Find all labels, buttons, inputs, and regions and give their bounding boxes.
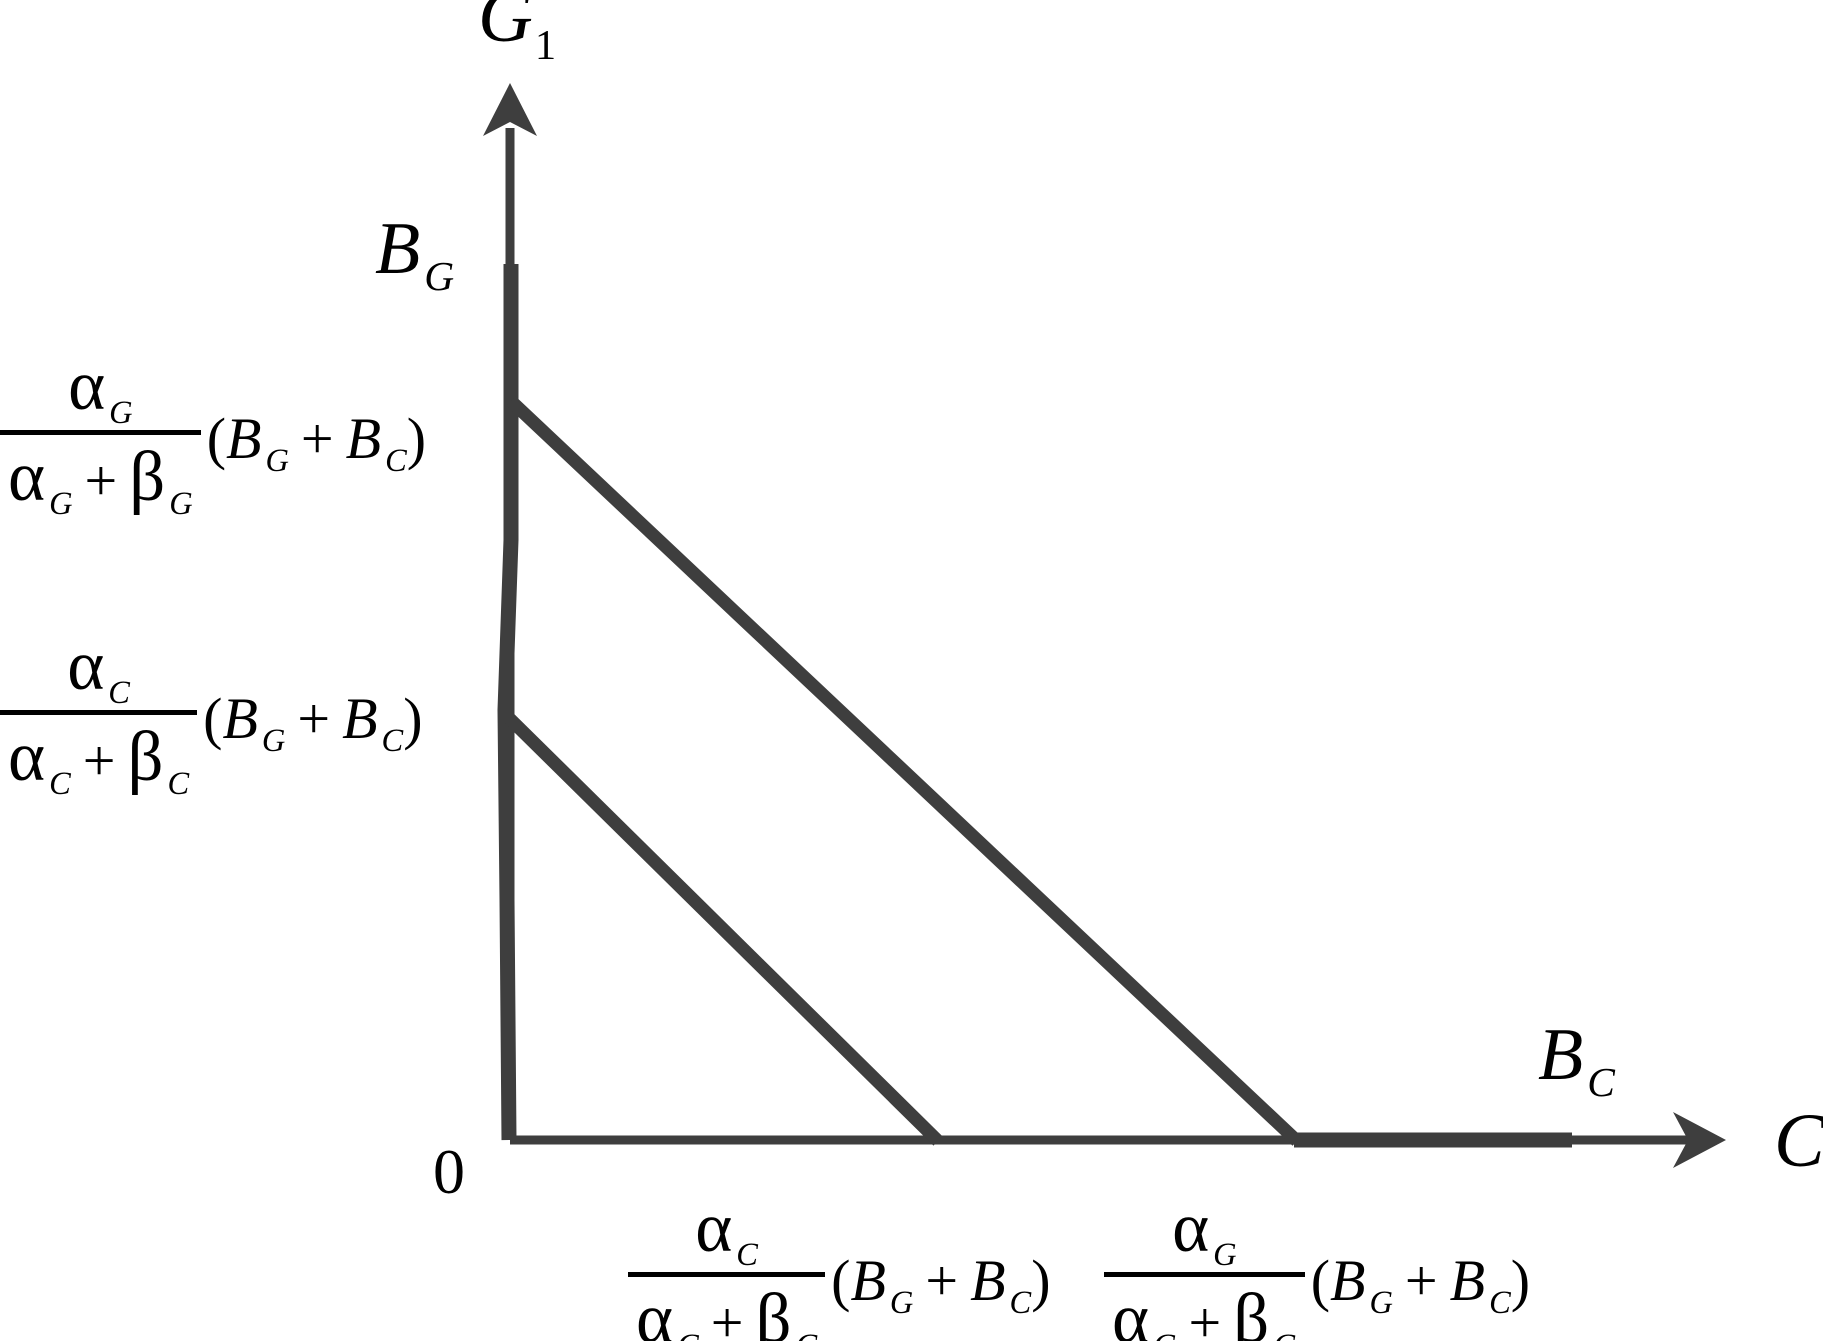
outer-budget-line [506, 396, 1302, 1146]
fraction-bar [0, 710, 198, 716]
origin-label: 0 [433, 1136, 465, 1207]
x-intercept-inner-label: αC αC+βC (BG+BC) [628, 1192, 1051, 1341]
x-axis-arrowhead [1673, 1112, 1726, 1168]
bg-endowment-segment [497, 264, 519, 1141]
budget-sum-factor: (B G + B C) [831, 1247, 1051, 1322]
fraction-bar [0, 430, 201, 436]
budget-sum-factor: (B G + B C) [1310, 1247, 1531, 1322]
x-intercept-outer-label: αG αG+βG (BG+BC) [1104, 1192, 1530, 1341]
y-axis-title: G1 [478, 0, 557, 69]
budget-sum-factor: (B G + B C) [203, 685, 423, 760]
bg-endowment-label: BG [375, 208, 455, 300]
inner-budget-line [504, 713, 943, 1146]
fraction: αC αC+βC [628, 1192, 826, 1341]
bc-endowment-label: BC [1538, 1014, 1615, 1106]
budget-sum-factor: (B G + B C) [206, 405, 427, 480]
y-axis-arrowhead [483, 83, 537, 136]
fraction-bar [628, 1272, 826, 1278]
x-axis-title: C1 [1774, 1099, 1823, 1183]
fraction: αG αG+βG [1104, 1192, 1305, 1341]
fraction-bar [1104, 1272, 1305, 1278]
